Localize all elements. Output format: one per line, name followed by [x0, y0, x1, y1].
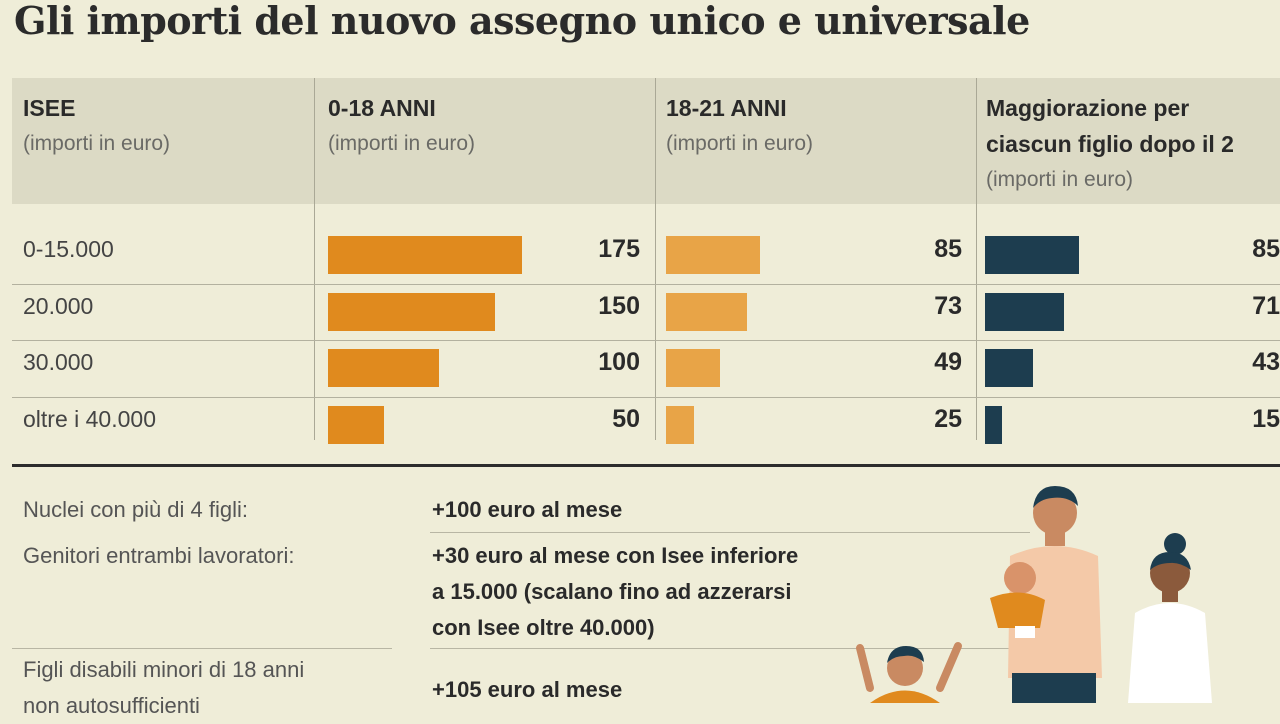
row-divider — [12, 340, 1280, 341]
bar — [666, 292, 747, 331]
bar-value-label: 100 — [598, 348, 640, 376]
note-label-2: Genitori entrambi lavoratori: — [23, 543, 295, 568]
bar — [985, 405, 1002, 444]
bar — [985, 236, 1079, 274]
note-divider — [430, 532, 1030, 533]
bar — [328, 292, 495, 331]
bar — [985, 349, 1033, 387]
header-maggiorazione-line1: Maggiorazione per — [986, 95, 1190, 121]
bar-value-label: 15 — [1252, 404, 1280, 433]
header-maggiorazione-sub: (importi in euro) — [986, 168, 1134, 191]
bar — [666, 349, 720, 387]
note-divider — [12, 648, 392, 649]
bar-value-label: 43 — [1252, 348, 1280, 376]
bar-value-label: 73 — [934, 291, 962, 320]
table-header-background — [12, 78, 1280, 204]
note-label-1: Nuclei con più di 4 figli: — [23, 497, 249, 522]
column-divider — [314, 78, 315, 440]
isee-label: 0-15.000 — [23, 236, 114, 262]
column-divider — [976, 78, 977, 440]
bar-value-label: 85 — [1252, 235, 1280, 263]
header-isee-sub: (importi in euro) — [23, 132, 171, 155]
row-divider — [12, 396, 1280, 398]
row-divider — [12, 283, 1280, 285]
note-label-3: Figli disabili minori di 18 anni non aut… — [23, 657, 305, 718]
header-0-18-sub: (importi in euro) — [328, 132, 476, 155]
isee-label: 30.000 — [23, 349, 94, 375]
header-isee: ISEE (importi in euro) — [23, 90, 170, 162]
bar — [328, 349, 439, 387]
header-0-18: 0-18 ANNI (importi in euro) — [328, 90, 475, 162]
bar — [328, 236, 522, 274]
header-0-18-label: 0-18 ANNI — [328, 95, 436, 121]
bar-value-label: 150 — [598, 291, 640, 320]
bar — [985, 292, 1064, 331]
bar — [666, 405, 694, 444]
bar-value-label: 49 — [934, 348, 962, 376]
note-divider — [430, 648, 1030, 649]
baby-figure — [990, 562, 1045, 638]
bar — [328, 405, 384, 444]
family-illustration — [856, 486, 1212, 703]
mother-figure — [1128, 533, 1212, 703]
header-maggiorazione-line2: ciascun figlio dopo il 2 — [986, 131, 1234, 157]
section-divider — [12, 464, 1280, 467]
header-18-21-sub: (importi in euro) — [666, 132, 814, 155]
column-divider — [655, 78, 656, 440]
header-maggiorazione: Maggiorazione per ciascun figlio dopo il… — [986, 90, 1234, 198]
child-figure — [856, 642, 962, 703]
header-18-21-label: 18-21 ANNI — [666, 95, 787, 121]
note-value-2: +30 euro al mese con Isee inferiore a 15… — [432, 543, 799, 640]
chart-title: Gli importi del nuovo assegno unico e un… — [14, 0, 1030, 43]
bar-value-label: 175 — [598, 235, 640, 263]
bar-value-label: 25 — [934, 404, 962, 433]
isee-label: oltre i 40.000 — [23, 405, 156, 432]
bar-value-label: 71 — [1252, 291, 1280, 320]
note-value-1: +100 euro al mese — [432, 497, 623, 522]
bar — [666, 236, 760, 274]
isee-label: 20.000 — [23, 292, 94, 319]
bar-value-label: 50 — [612, 404, 640, 433]
note-value-3: +105 euro al mese — [432, 677, 623, 702]
header-isee-label: ISEE — [23, 95, 76, 121]
bar-value-label: 85 — [934, 235, 962, 263]
header-18-21: 18-21 ANNI (importi in euro) — [666, 90, 813, 162]
